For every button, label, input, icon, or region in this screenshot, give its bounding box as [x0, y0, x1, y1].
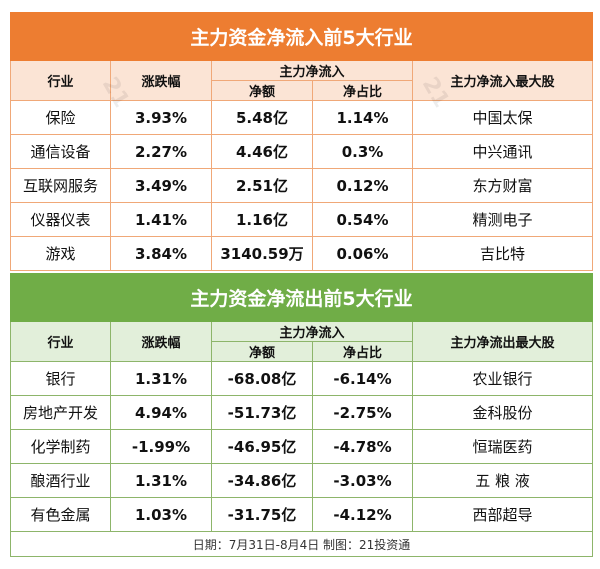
- fund-flow-tables: 主力资金净流入前5大行业 行业 涨跌幅 主力净流入 主力净流入最大股 净额 净占比 保险…: [9, 12, 594, 557]
- cell-industry: 保险: [10, 100, 111, 135]
- outflow-title: 主力资金净流出前5大行业: [9, 273, 594, 322]
- table-row: 酿酒行业 1.31% -34.86亿 -3.03% 五 粮 液: [10, 463, 594, 498]
- header-industry: 行业: [10, 60, 111, 101]
- cell-top: 吉比特: [411, 236, 594, 271]
- header-industry: 行业: [10, 321, 111, 362]
- table-row: 有色金属 1.03% -31.75亿 -4.12% 西部超导: [10, 497, 594, 532]
- cell-ratio: 0.54%: [312, 202, 413, 237]
- cell-top: 五 粮 液: [411, 463, 594, 498]
- cell-amount: 4.46亿: [211, 134, 313, 169]
- header-amount: 净额: [211, 80, 313, 101]
- cell-industry: 化学制药: [10, 429, 111, 464]
- cell-amount: 2.51亿: [211, 168, 313, 203]
- cell-change: 1.03%: [110, 497, 212, 532]
- header-top: 主力净流出最大股: [411, 321, 594, 362]
- cell-ratio: -4.78%: [312, 429, 413, 464]
- header-net: 主力净流入: [211, 60, 413, 81]
- header-amount: 净额: [211, 341, 313, 362]
- cell-ratio: -2.75%: [312, 395, 413, 430]
- header-change: 涨跌幅: [110, 321, 212, 362]
- cell-amount: -46.95亿: [211, 429, 313, 464]
- cell-amount: -34.86亿: [211, 463, 313, 498]
- cell-top: 中兴通讯: [411, 134, 594, 169]
- cell-change: 2.27%: [110, 134, 212, 169]
- table-row: 化学制药 -1.99% -46.95亿 -4.78% 恒瑞医药: [10, 429, 594, 464]
- header-ratio: 净占比: [312, 80, 413, 101]
- cell-ratio: -3.03%: [312, 463, 413, 498]
- table-row: 互联网服务 3.49% 2.51亿 0.12% 东方财富: [10, 168, 594, 203]
- cell-amount: -31.75亿: [211, 497, 313, 532]
- inflow-title: 主力资金净流入前5大行业: [9, 12, 594, 61]
- cell-industry: 互联网服务: [10, 168, 111, 203]
- table-row: 游戏 3.84% 3140.59万 0.06% 吉比特: [10, 236, 594, 271]
- header-change: 涨跌幅: [110, 60, 212, 101]
- cell-ratio: 0.3%: [312, 134, 413, 169]
- cell-change: 4.94%: [110, 395, 212, 430]
- cell-industry: 仪器仪表: [10, 202, 111, 237]
- cell-amount: 5.48亿: [211, 100, 313, 135]
- header-ratio: 净占比: [312, 341, 413, 362]
- table-row: 房地产开发 4.94% -51.73亿 -2.75% 金科股份: [10, 395, 594, 430]
- cell-industry: 有色金属: [10, 497, 111, 532]
- cell-industry: 酿酒行业: [10, 463, 111, 498]
- table-row: 通信设备 2.27% 4.46亿 0.3% 中兴通讯: [10, 134, 594, 169]
- cell-industry: 银行: [10, 361, 111, 396]
- table-row: 仪器仪表 1.41% 1.16亿 0.54% 精测电子: [10, 202, 594, 237]
- cell-change: 1.31%: [110, 463, 212, 498]
- cell-industry: 房地产开发: [10, 395, 111, 430]
- header-net: 主力净流入: [211, 321, 413, 342]
- cell-change: 1.41%: [110, 202, 212, 237]
- cell-amount: -68.08亿: [211, 361, 313, 396]
- header-top: 主力净流入最大股: [411, 60, 594, 101]
- cell-ratio: -6.14%: [312, 361, 413, 396]
- cell-change: -1.99%: [110, 429, 212, 464]
- cell-amount: 1.16亿: [211, 202, 313, 237]
- cell-top: 农业银行: [411, 361, 594, 396]
- cell-ratio: 1.14%: [312, 100, 413, 135]
- cell-amount: -51.73亿: [211, 395, 313, 430]
- cell-top: 中国太保: [411, 100, 594, 135]
- table-row: 银行 1.31% -68.08亿 -6.14% 农业银行: [10, 361, 594, 396]
- cell-top: 精测电子: [411, 202, 594, 237]
- cell-change: 3.49%: [110, 168, 212, 203]
- footer-note: 日期：7月31日-8月4日 制图：21投资通: [9, 531, 594, 557]
- inflow-table: 主力资金净流入前5大行业 行业 涨跌幅 主力净流入 主力净流入最大股 净额 净占比 保险…: [9, 12, 594, 271]
- cell-top: 恒瑞医药: [411, 429, 594, 464]
- cell-amount: 3140.59万: [211, 236, 313, 271]
- table-row: 保险 3.93% 5.48亿 1.14% 中国太保: [10, 100, 594, 135]
- cell-ratio: 0.12%: [312, 168, 413, 203]
- cell-industry: 游戏: [10, 236, 111, 271]
- cell-ratio: -4.12%: [312, 497, 413, 532]
- cell-ratio: 0.06%: [312, 236, 413, 271]
- cell-industry: 通信设备: [10, 134, 111, 169]
- cell-change: 1.31%: [110, 361, 212, 396]
- cell-top: 金科股份: [411, 395, 594, 430]
- cell-top: 东方财富: [411, 168, 594, 203]
- cell-change: 3.84%: [110, 236, 212, 271]
- cell-change: 3.93%: [110, 100, 212, 135]
- outflow-table: 主力资金净流出前5大行业 行业 涨跌幅 主力净流入 主力净流出最大股 净额 净占比 银行…: [9, 273, 594, 557]
- cell-top: 西部超导: [411, 497, 594, 532]
